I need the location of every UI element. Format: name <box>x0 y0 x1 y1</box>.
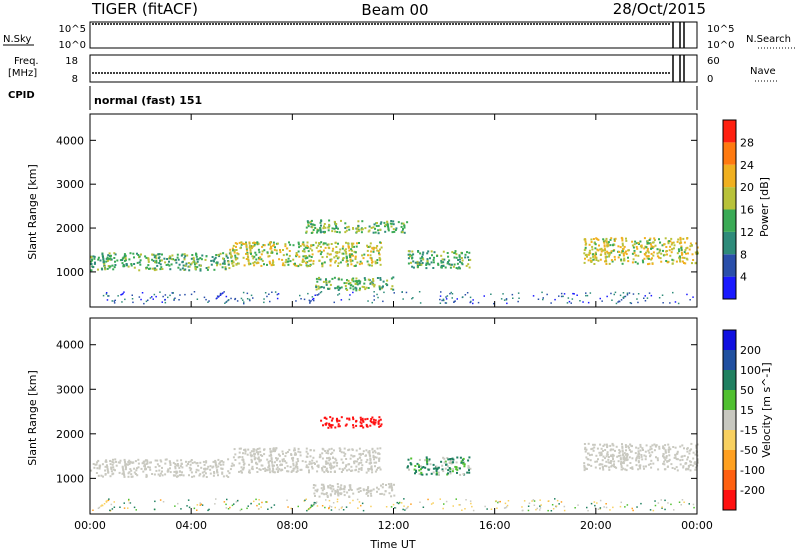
xtick-label-5: 20:00 <box>580 519 612 532</box>
power-ytick-label-0: 1000 <box>56 266 84 279</box>
power-colorbar-bin-4 <box>723 187 736 210</box>
power-colorbar-tick-6: 4 <box>740 271 747 284</box>
velocity-colorbar-tick-6: -100 <box>740 464 765 477</box>
velocity-ytick-label-3: 4000 <box>56 339 84 352</box>
beam-title: Beam 00 <box>361 1 428 19</box>
date-title: 28/Oct/2015 <box>613 0 706 18</box>
velocity-ytick-label-0: 1000 <box>56 472 84 485</box>
nave-label: Nave <box>750 66 776 77</box>
velocity-colorbar-frame <box>722 329 737 511</box>
velocity-colorbar-bin-6 <box>723 450 736 470</box>
xtick-label-6: 00:00 <box>681 519 713 532</box>
power-colorbar-frame <box>722 119 737 300</box>
power-colorbar-bin-1 <box>723 254 736 277</box>
power-colorbar-tick-3: 16 <box>740 204 754 217</box>
velocity-echo-region-0 <box>90 458 231 478</box>
nsearch-label: N.Search <box>746 34 791 45</box>
power-echo-region-1 <box>229 241 383 268</box>
power-echo-region-0 <box>90 252 231 272</box>
power-colorbar-bin-7 <box>723 120 736 143</box>
power-colorbar-tick-2: 20 <box>740 181 754 194</box>
power-echo-region-4 <box>407 250 472 270</box>
velocity-colorbar-tick-2: 50 <box>740 384 754 397</box>
velocity-colorbar-label: Velocity [m s^-1] <box>760 362 773 457</box>
freq-unit: [MHz] <box>8 68 37 79</box>
power-colorbar: 28 24 20 16 12 8 4 <box>722 119 754 300</box>
velocity-ylabel: Slant Range [km] <box>26 370 39 466</box>
velocity-colorbar-tick-7: -200 <box>740 484 765 497</box>
xlabel: Time UT <box>369 538 415 551</box>
power-colorbar-label: Power [dB] <box>758 177 771 237</box>
nsky-tick-bottom: 10^0 <box>59 40 86 51</box>
power-colorbar-tick-1: 24 <box>740 159 754 172</box>
velocity-colorbar-tick-0: 200 <box>740 344 761 357</box>
cpid-label: CPID <box>8 90 35 101</box>
velocity-colorbar-tick-5: -50 <box>740 444 758 457</box>
power-colorbar-bin-0 <box>723 276 736 299</box>
xtick-label-2: 08:00 <box>276 519 308 532</box>
xtick-label-1: 04:00 <box>175 519 207 532</box>
power-ylabel: Slant Range [km] <box>26 164 39 260</box>
nsky-strip <box>89 21 698 49</box>
velocity-colorbar-tick-1: 100 <box>740 364 761 377</box>
velocity-colorbar-bin-7 <box>723 470 736 490</box>
velocity-colorbar-bin-3 <box>723 390 736 410</box>
xtick-label-3: 12:00 <box>378 519 410 532</box>
velocity-colorbar-bin-0 <box>723 330 736 350</box>
cpid-text: normal (fast) 151 <box>94 94 202 107</box>
velocity-colorbar-bin-5 <box>723 430 736 450</box>
freq-tick-bottom: 8 <box>72 74 78 85</box>
freq-strip <box>89 54 698 83</box>
velocity-echo-region-1 <box>229 447 382 474</box>
power-colorbar-tick-4: 12 <box>740 226 754 239</box>
power-colorbar-tick-5: 8 <box>740 248 747 261</box>
velocity-colorbar-bin-4 <box>723 410 736 430</box>
power-echo-region-5 <box>583 236 699 266</box>
velocity-colorbar-tick-4: -15 <box>740 424 758 437</box>
nsearch-tick-top: 10^5 <box>707 24 734 35</box>
xtick-label-0: 00:00 <box>74 519 106 532</box>
nsearch-tick-bottom: 10^0 <box>707 40 734 51</box>
freq-label: Freq. <box>14 56 39 67</box>
velocity-colorbar-bin-8 <box>723 490 736 510</box>
power-colorbar-bin-2 <box>723 231 736 255</box>
power-near-range-scatter <box>102 291 694 305</box>
station-title: TIGER (fitACF) <box>91 0 198 18</box>
velocity-ytick-label-1: 2000 <box>56 428 84 441</box>
power-colorbar-tick-0: 28 <box>740 136 754 149</box>
velocity-colorbar-bin-1 <box>723 350 736 370</box>
velocity-colorbar-tick-3: 15 <box>740 404 754 417</box>
velocity-echo-region-4 <box>406 456 472 476</box>
nsky-tick-top: 10^5 <box>59 24 86 35</box>
power-echo-region-2 <box>305 219 409 235</box>
velocity-echo-region-3 <box>312 482 396 498</box>
nsky-label: N.Sky <box>3 34 31 45</box>
velocity-colorbar-bin-2 <box>723 370 736 390</box>
power-colorbar-bin-5 <box>723 164 736 188</box>
power-ytick-label-1: 2000 <box>56 222 84 235</box>
power-colorbar-bin-3 <box>723 209 736 232</box>
xtick-label-4: 16:00 <box>479 519 511 532</box>
velocity-echo-region-2 <box>320 416 383 429</box>
velocity-panel: 1000 2000 3000 4000 00:00 04:00 08:00 12:00 16:0… <box>56 317 765 532</box>
velocity-near-range-scatter <box>92 498 695 512</box>
velocity-ytick-label-2: 3000 <box>56 383 84 396</box>
power-panel: 1000 2000 3000 4000 28 24 20 16 12 8 4 <box>56 113 754 308</box>
freq-tick-top: 18 <box>65 56 78 67</box>
nave-tick-bottom: 0 <box>707 74 713 85</box>
power-ytick-label-2: 3000 <box>56 178 84 191</box>
nave-tick-top: 60 <box>707 56 720 67</box>
power-colorbar-bin-6 <box>723 142 736 165</box>
velocity-echo-region-5 <box>583 442 699 472</box>
velocity-colorbar: 200 100 50 15 -15 -50 -100 -200 <box>722 329 765 511</box>
power-echo-region-3 <box>315 276 395 292</box>
power-ytick-label-3: 4000 <box>56 134 84 147</box>
